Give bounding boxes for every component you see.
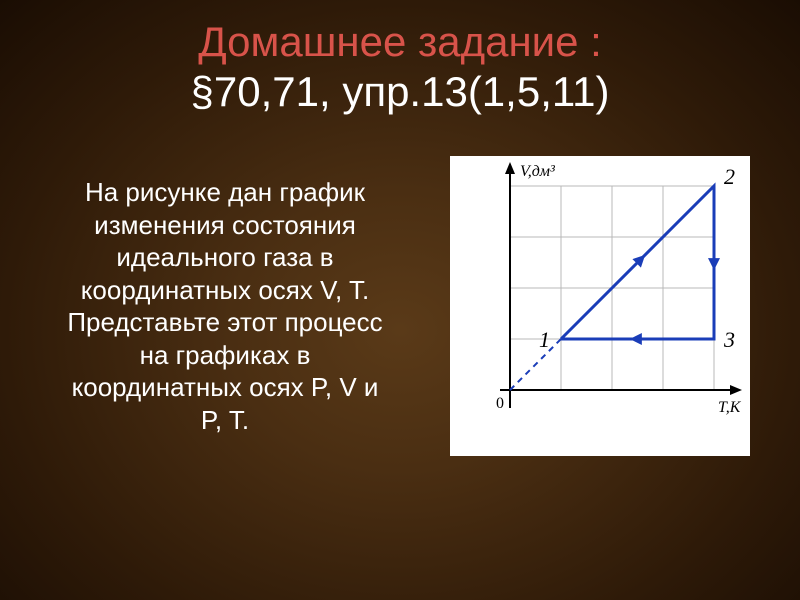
svg-text:2: 2	[724, 164, 735, 189]
svg-text:3: 3	[723, 327, 735, 352]
svg-text:V,дм³: V,дм³	[520, 163, 555, 180]
svg-text:0: 0	[496, 395, 504, 412]
vt-chart: V,дм³ T,К 0 1 2 3	[450, 156, 750, 456]
svg-text:1: 1	[539, 327, 550, 352]
chart-panel: V,дм³ T,К 0 1 2 3	[450, 156, 750, 456]
body-text: На рисунке дан график изменения состояни…	[60, 176, 390, 436]
chart-dashed	[510, 339, 561, 390]
chart-arrows	[630, 255, 720, 345]
chart-axes: V,дм³ T,К 0	[496, 162, 742, 416]
title-line-2: §70,71, упр.13(1,5,11)	[0, 68, 800, 116]
svg-text:T,К: T,К	[718, 399, 742, 416]
title-line-1: Домашнее задание :	[0, 18, 800, 66]
content-row: На рисунке дан график изменения состояни…	[0, 116, 800, 456]
title-block: Домашнее задание : §70,71, упр.13(1,5,11…	[0, 0, 800, 116]
